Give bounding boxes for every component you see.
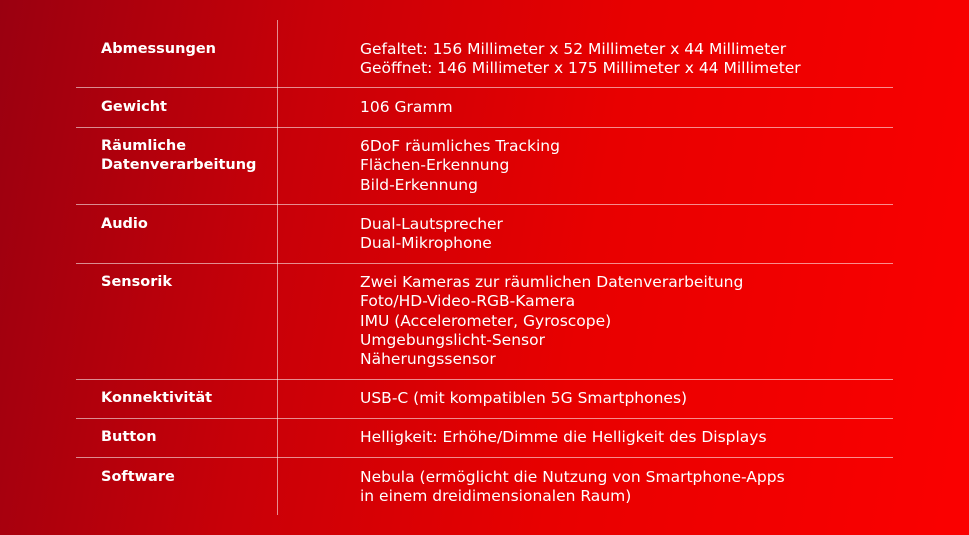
spec-row: Abmessungen Gefaltet: 156 Millimeter x 52…: [76, 30, 893, 89]
spec-label: Sensorik: [101, 274, 172, 291]
spec-values: Gefaltet: 156 Millimeter x 52 Millimeter…: [360, 40, 893, 78]
spec-value-line: 6DoF räumliches Tracking: [360, 137, 560, 156]
spec-value-line: Nebula (ermöglicht die Nutzung von Smart…: [360, 467, 785, 486]
spec-row: Räumliche Datenverarbeitung 6DoF räumlich…: [76, 128, 893, 206]
spec-values: Nebula (ermöglicht die Nutzung von Smart…: [360, 468, 893, 506]
spec-row: Audio Dual-Lautsprecher Dual-Mikrophone: [76, 205, 893, 264]
spec-label: Software: [101, 468, 175, 485]
spec-row: Button Helligkeit: Erhöhe/Dimme die Helli…: [76, 419, 893, 459]
spec-value-line: Flächen-Erkennung: [360, 156, 510, 175]
spec-value-line: Gefaltet: 156 Millimeter x 52 Millimeter…: [360, 39, 787, 58]
spec-value-line: Dual-Lautsprecher: [360, 214, 503, 233]
spec-value-line: Umgebungslicht-Sensor: [360, 330, 545, 349]
spec-values: Zwei Kameras zur räumlichen Datenverarbe…: [360, 273, 893, 369]
spec-value-line: in einem dreidimensionalen Raum): [360, 486, 632, 505]
spec-label: Konnektivität: [101, 390, 213, 407]
spec-value-line: Dual-Mikrophone: [360, 233, 492, 252]
spec-table: Abmessungen Gefaltet: 156 Millimeter x 52…: [76, 30, 893, 515]
spec-label: Button: [101, 429, 157, 446]
spec-label: Gewicht: [101, 98, 167, 115]
spec-value-line: Näherungssensor: [360, 349, 496, 368]
spec-value-line: Foto/HD-Video-RGB-Kamera: [360, 292, 576, 311]
spec-value-line: USB-C (mit kompatiblen 5G Smartphones): [360, 389, 688, 408]
spec-value-line: IMU (Accelerometer, Gyroscope): [360, 311, 612, 330]
spec-values: 6DoF räumliches Tracking Flächen-Erkennun…: [360, 137, 893, 195]
column-divider: [277, 20, 278, 515]
spec-label: Abmessungen: [101, 40, 216, 57]
spec-values: 106 Gramm: [360, 98, 893, 117]
spec-row: Gewicht 106 Gramm: [76, 88, 893, 128]
spec-label: Audio: [101, 215, 148, 232]
spec-values: USB-C (mit kompatiblen 5G Smartphones): [360, 389, 893, 408]
spec-value-line: Helligkeit: Erhöhe/Dimme die Helligkeit …: [360, 428, 767, 447]
spec-value-line: 106 Gramm: [360, 97, 453, 116]
spec-value-line: Zwei Kameras zur räumlichen Datenverarbe…: [360, 273, 744, 292]
spec-value-line: Bild-Erkennung: [360, 175, 478, 194]
spec-row: Konnektivität USB-C (mit kompatiblen 5G S…: [76, 380, 893, 419]
spec-row: Sensorik Zwei Kameras zur räumlichen Date…: [76, 264, 893, 380]
spec-row: Software Nebula (ermöglicht die Nutzung v…: [76, 458, 893, 515]
spec-values: Helligkeit: Erhöhe/Dimme die Helligkeit …: [360, 428, 893, 447]
spec-value-line: Geöffnet: 146 Millimeter x 175 Millimete…: [360, 58, 801, 77]
spec-values: Dual-Lautsprecher Dual-Mikrophone: [360, 215, 893, 253]
spec-label: Räumliche Datenverarbeitung: [101, 138, 257, 174]
